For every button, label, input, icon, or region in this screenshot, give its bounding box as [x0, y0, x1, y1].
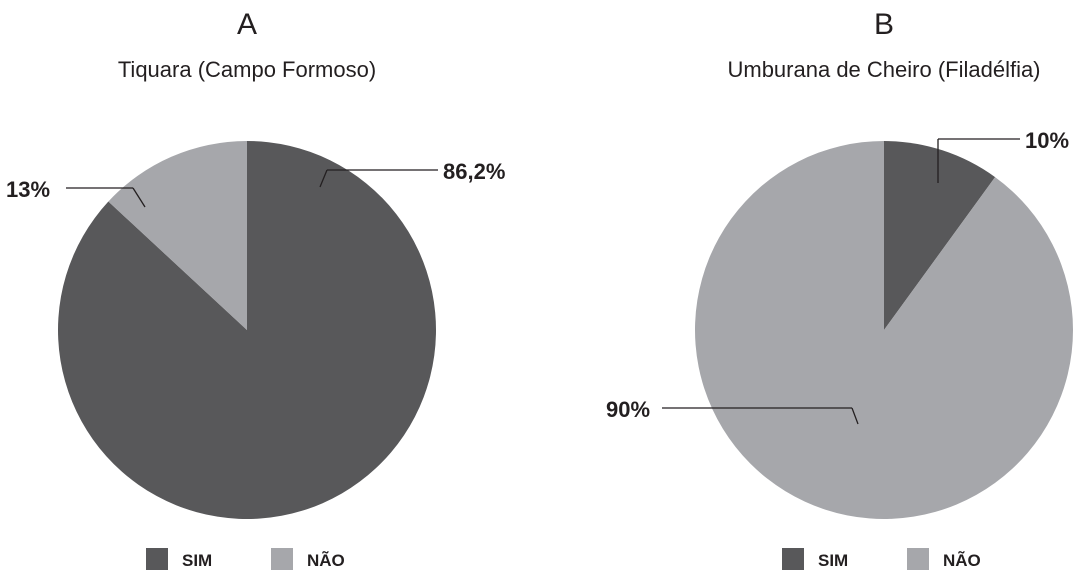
- chart-a-slice-nao: [108, 141, 248, 330]
- chart-b-sim-label: 10%: [1025, 128, 1069, 153]
- chart-a-letter: A: [237, 8, 257, 41]
- chart-a-legend: SIM NÃO: [146, 548, 345, 570]
- chart-a-sim-leader: [319, 169, 328, 188]
- chart-a: A Tiquara (Campo Formoso) 86,2% 13% SIM …: [6, 8, 505, 570]
- chart-a-nao-leader: [132, 187, 146, 208]
- chart-b-legend-nao-swatch: [907, 548, 929, 570]
- chart-b-nao-label: 90%: [606, 397, 650, 422]
- chart-b-pie: [694, 141, 1073, 519]
- chart-b-legend-sim-label: SIM: [818, 551, 848, 570]
- chart-a-legend-sim-swatch: [146, 548, 168, 570]
- chart-a-legend-sim-label: SIM: [182, 551, 212, 570]
- chart-b-letter: B: [874, 8, 894, 41]
- chart-a-nao-label: 13%: [6, 177, 50, 202]
- chart-a-sim-label: 86,2%: [443, 159, 505, 184]
- chart-b-legend: SIM NÃO: [782, 548, 981, 570]
- chart-a-legend-nao-label: NÃO: [307, 550, 345, 570]
- chart-a-pie: [57, 141, 437, 519]
- chart-b-slice-nao: [694, 141, 1073, 519]
- chart-b-nao-leader: [851, 407, 859, 425]
- chart-b-slice-sim: [884, 141, 996, 330]
- chart-a-title: Tiquara (Campo Formoso): [118, 57, 376, 82]
- chart-b: B Umburana de Cheiro (Filadélfia) 10% 90…: [606, 8, 1073, 570]
- chart-a-legend-nao-swatch: [271, 548, 293, 570]
- chart-b-title: Umburana de Cheiro (Filadélfia): [727, 57, 1040, 82]
- chart-b-legend-sim-swatch: [782, 548, 804, 570]
- chart-b-legend-nao-label: NÃO: [943, 550, 981, 570]
